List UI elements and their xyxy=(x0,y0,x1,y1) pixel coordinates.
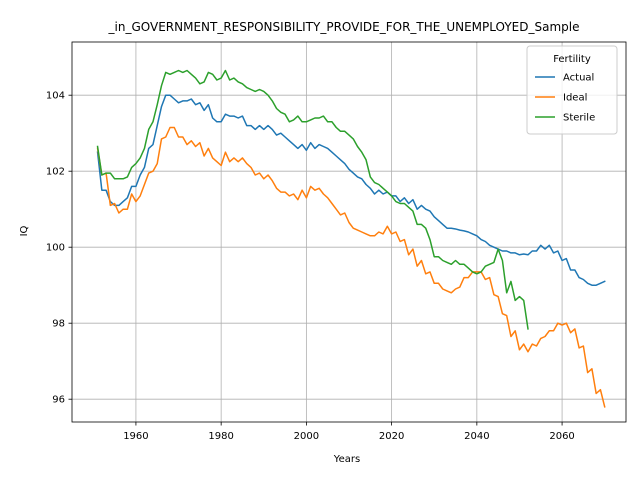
plot-frame xyxy=(71,41,627,423)
y-tick-label: 104 xyxy=(46,91,65,102)
legend-box xyxy=(526,45,618,135)
y-tick-label: 98 xyxy=(52,319,65,330)
series-line-ideal xyxy=(96,126,606,408)
chart-title: _in_GOVERNMENT_RESPONSIBILITY_PROVIDE_FO… xyxy=(108,20,580,34)
x-tick-label: 1980 xyxy=(208,431,233,442)
x-tick-label: 2000 xyxy=(294,431,319,442)
y-tick-label: 100 xyxy=(46,243,65,254)
legend-label-actual: Actual xyxy=(563,73,594,84)
x-tick-label: 1960 xyxy=(123,431,148,442)
legend-label-ideal: Ideal xyxy=(563,93,587,104)
x-axis-label: Years xyxy=(333,454,360,465)
y-tick-label: 96 xyxy=(52,395,65,406)
y-tick-label: 102 xyxy=(46,167,65,178)
x-tick-label: 2040 xyxy=(464,431,489,442)
legend-title: Fertility xyxy=(553,54,591,65)
series-line-sterile xyxy=(96,69,529,330)
series-line-actual xyxy=(96,94,606,286)
y-axis-label: IQ xyxy=(19,225,30,236)
x-tick-label: 2020 xyxy=(379,431,404,442)
legend: Fertility Actual Ideal Sterile xyxy=(526,45,618,135)
x-tick-label: 2060 xyxy=(549,431,574,442)
legend-label-sterile: Sterile xyxy=(563,113,595,124)
